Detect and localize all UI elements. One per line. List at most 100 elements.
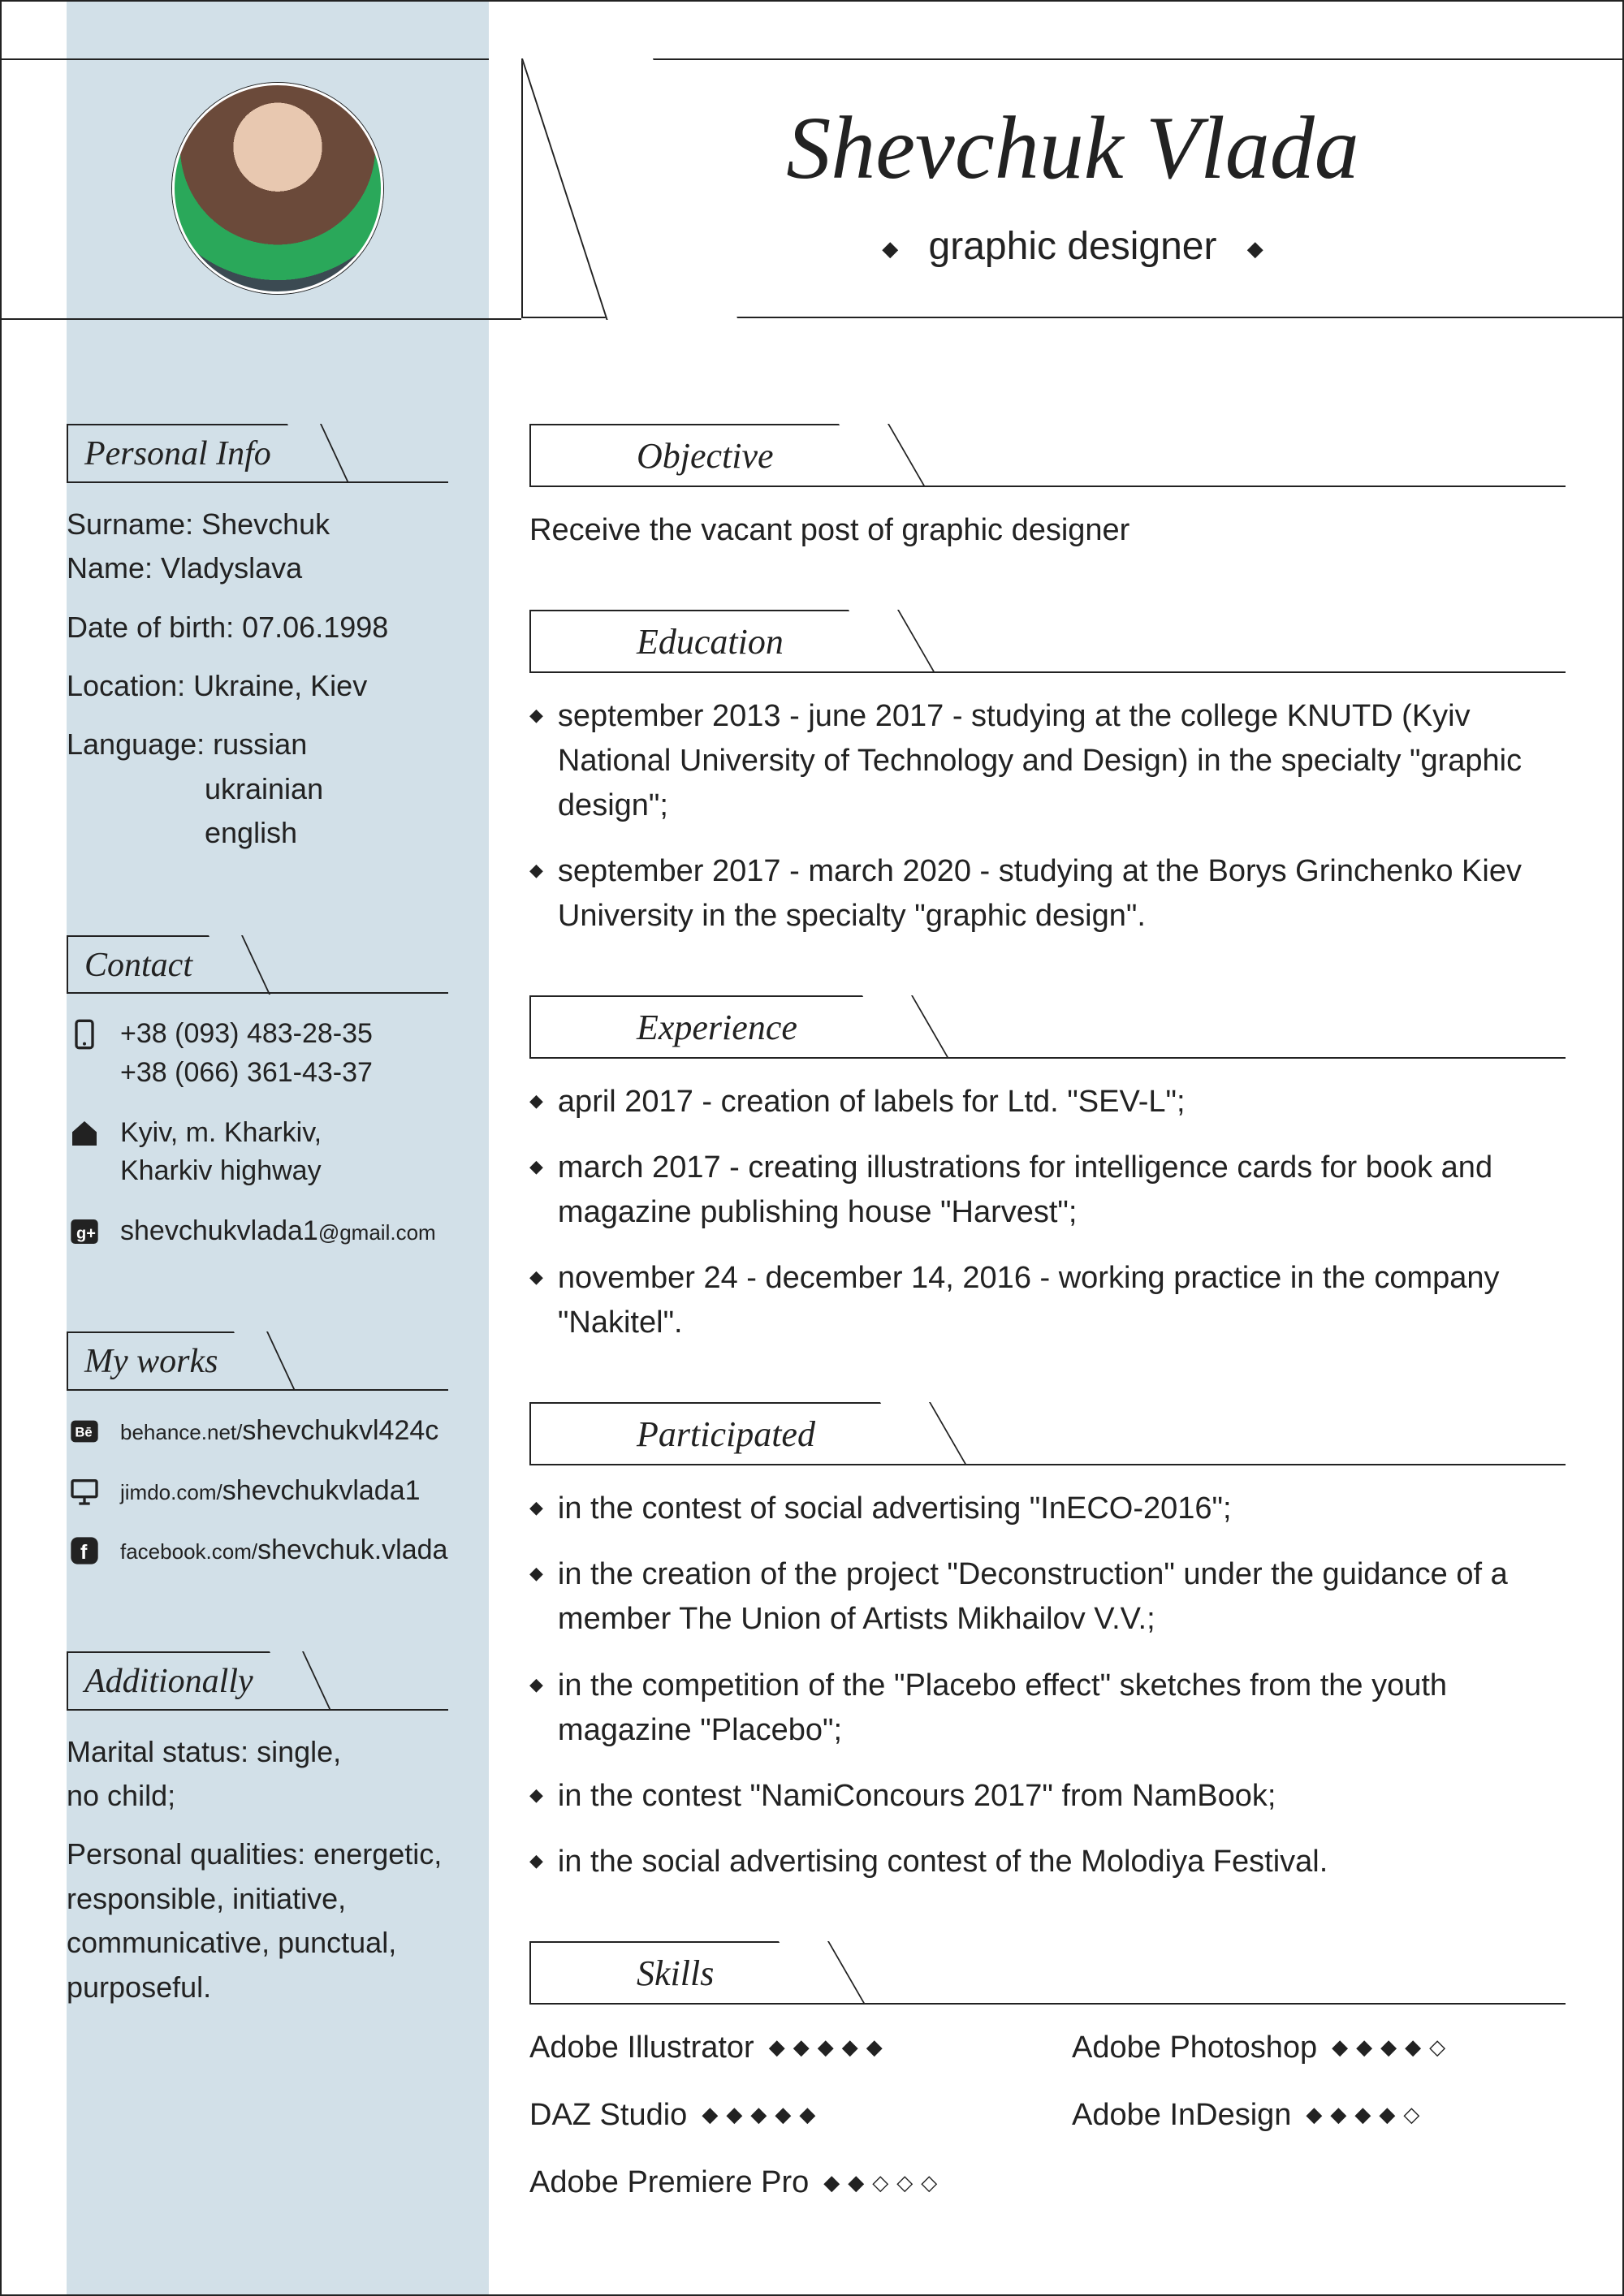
skills-block: Skills Adobe Illustrator ◆◆◆◆◆ Adobe Photo… bbox=[529, 1941, 1566, 2205]
list-item-text: in the social advertising contest of the… bbox=[558, 1840, 1328, 1884]
skill-name: Adobe InDesign bbox=[1072, 2093, 1291, 2138]
section-title-text: My works bbox=[67, 1331, 268, 1391]
skill-item: Adobe Photoshop ◆◆◆◆◇ bbox=[1072, 2026, 1566, 2070]
header: Shevchuk Vlada ◆ graphic designer ◆ bbox=[2, 2, 1622, 326]
language-line-2: ukrainian bbox=[67, 769, 448, 809]
language-line-1: Language: russian bbox=[67, 724, 448, 765]
qualities-1: Personal qualities: energetic, bbox=[67, 1834, 448, 1875]
svg-text:Bē: Bē bbox=[75, 1425, 92, 1440]
skill-level: ◆◆◆◆◇ bbox=[1306, 2100, 1419, 2130]
work-facebook: f facebook.com/shevchuk.vlada bbox=[67, 1531, 448, 1570]
address-1: Kyiv, m. Kharkiv, bbox=[120, 1114, 322, 1153]
experience-block: Experience ◆ april 2017 - creation of lab… bbox=[529, 995, 1566, 1345]
section-title: My works bbox=[67, 1331, 448, 1391]
bullet-icon: ◆ bbox=[529, 1256, 543, 1345]
contact-address: Kyiv, m. Kharkiv, Kharkiv highway bbox=[67, 1114, 448, 1191]
home-icon bbox=[67, 1114, 102, 1150]
list-item: ◆ in the contest "NamiConcours 2017" from… bbox=[529, 1774, 1566, 1819]
list-item: ◆ april 2017 - creation of labels for Ltd… bbox=[529, 1080, 1566, 1124]
list-item-text: march 2017 - creating illustrations for … bbox=[558, 1146, 1566, 1235]
phone-1: +38 (093) 483-28-35 bbox=[120, 1015, 373, 1054]
objective-block: Objective Receive the vacant post of gra… bbox=[529, 424, 1566, 553]
list-item-text: in the contest "NamiConcours 2017" from … bbox=[558, 1774, 1276, 1819]
work-jimdo: jimdo.com/shevchukvlada1 bbox=[67, 1472, 448, 1511]
subtitle-text: graphic designer bbox=[929, 225, 1217, 268]
section-title-text: Objective bbox=[529, 424, 889, 487]
bullet-icon: ◆ bbox=[529, 1487, 543, 1531]
list-item: ◆march 2017 - creating illustrations for… bbox=[529, 1146, 1566, 1235]
section-title: Objective bbox=[529, 424, 1566, 487]
main-column: Objective Receive the vacant post of gra… bbox=[489, 326, 1622, 2294]
google-plus-icon: g+ bbox=[67, 1212, 102, 1248]
marital-1: Marital status: single, bbox=[67, 1732, 448, 1772]
qualities-2: responsible, initiative, bbox=[67, 1879, 448, 1919]
section-title-text: Participated bbox=[529, 1402, 931, 1465]
person-subtitle: ◆ graphic designer ◆ bbox=[523, 200, 1622, 269]
list-item-text: april 2017 - creation of labels for Ltd.… bbox=[558, 1080, 1186, 1124]
monitor-icon bbox=[67, 1472, 102, 1508]
list-item: ◆in the social advertising contest of th… bbox=[529, 1840, 1566, 1884]
firstname: Name: Vladyslava bbox=[67, 548, 448, 589]
section-title: Experience bbox=[529, 995, 1566, 1059]
skill-level: ◆◆◆◆◇ bbox=[1332, 2032, 1445, 2063]
behance-icon: Bē bbox=[67, 1412, 102, 1448]
resume-page: Shevchuk Vlada ◆ graphic designer ◆ Pers… bbox=[0, 0, 1624, 2296]
section-title-text: Skills bbox=[529, 1941, 829, 2005]
bullet-icon: ◆ bbox=[529, 1552, 543, 1642]
personal-info-block: Personal Info Surname: Shevchuk Name: Vl… bbox=[67, 424, 448, 854]
additionally-block: Additionally Marital status: single, no … bbox=[67, 1651, 448, 2008]
section-title-text: Education bbox=[529, 610, 899, 673]
section-title-text: Additionally bbox=[67, 1651, 304, 1711]
section-title: Personal Info bbox=[67, 424, 448, 483]
svg-text:g+: g+ bbox=[76, 1224, 96, 1242]
skill-item: DAZ Studio ◆◆◆◆◆ bbox=[529, 2093, 1023, 2138]
skill-name: Adobe Illustrator bbox=[529, 2026, 754, 2070]
qualities-3: communicative, punctual, bbox=[67, 1923, 448, 1963]
skill-level: ◆◆◆◆◆ bbox=[769, 2032, 883, 2063]
list-item-text: november 24 - december 14, 2016 - workin… bbox=[558, 1256, 1566, 1345]
list-item-text: september 2013 - june 2017 - studying at… bbox=[558, 694, 1566, 828]
objective-text: Receive the vacant post of graphic desig… bbox=[529, 508, 1566, 553]
svg-text:f: f bbox=[80, 1541, 88, 1564]
section-title: Participated bbox=[529, 1402, 1566, 1465]
list-item: ◆november 24 - december 14, 2016 - worki… bbox=[529, 1256, 1566, 1345]
header-line-bottom bbox=[2, 318, 521, 320]
diamond-icon: ◆ bbox=[882, 236, 898, 261]
section-title-text: Contact bbox=[67, 935, 243, 995]
contact-email: g+ shevchukvlada1@gmail.com bbox=[67, 1212, 448, 1251]
header-line-top bbox=[2, 58, 489, 60]
bullet-icon: ◆ bbox=[529, 1774, 543, 1819]
surname: Surname: Shevchuk bbox=[67, 504, 448, 545]
avatar bbox=[172, 83, 383, 294]
location: Location: Ukraine, Kiev bbox=[67, 666, 448, 706]
list-item: ◆in the creation of the project "Deconst… bbox=[529, 1552, 1566, 1642]
phone-icon bbox=[67, 1015, 102, 1051]
dob: Date of birth: 07.06.1998 bbox=[67, 607, 448, 648]
section-title-text: Personal Info bbox=[67, 424, 322, 483]
section-title: Education bbox=[529, 610, 1566, 673]
bullet-icon: ◆ bbox=[529, 849, 543, 939]
facebook-icon: f bbox=[67, 1531, 102, 1567]
skill-name: Adobe Photoshop bbox=[1072, 2026, 1317, 2070]
list-item: ◆september 2017 - march 2020 - studying … bbox=[529, 849, 1566, 939]
skill-name: Adobe Premiere Pro bbox=[529, 2160, 809, 2205]
skill-level: ◆◆◇◇◇ bbox=[823, 2168, 937, 2199]
skill-name: DAZ Studio bbox=[529, 2093, 687, 2138]
section-title: Skills bbox=[529, 1941, 1566, 2005]
list-item-text: in the creation of the project "Deconstr… bbox=[558, 1552, 1566, 1642]
skill-item: Adobe InDesign ◆◆◆◆◇ bbox=[1072, 2093, 1566, 2138]
person-name: Shevchuk Vlada bbox=[523, 60, 1622, 200]
section-title-text: Experience bbox=[529, 995, 913, 1059]
skill-level: ◆◆◆◆◆ bbox=[702, 2100, 815, 2130]
bullet-icon: ◆ bbox=[529, 1664, 543, 1753]
list-item-text: in the contest of social advertising "In… bbox=[558, 1487, 1232, 1531]
phone-2: +38 (066) 361-43-37 bbox=[120, 1054, 373, 1093]
bullet-icon: ◆ bbox=[529, 1080, 543, 1124]
list-item: ◆september 2013 - june 2017 - studying a… bbox=[529, 694, 1566, 828]
education-block: Education ◆september 2013 - june 2017 - … bbox=[529, 610, 1566, 939]
name-box: Shevchuk Vlada ◆ graphic designer ◆ bbox=[521, 58, 1622, 318]
qualities-4: purposeful. bbox=[67, 1967, 448, 2008]
skill-item: Adobe Illustrator ◆◆◆◆◆ bbox=[529, 2026, 1023, 2070]
diamond-icon: ◆ bbox=[1247, 236, 1263, 261]
work-behance: Bē behance.net/shevchukvl424c bbox=[67, 1412, 448, 1451]
